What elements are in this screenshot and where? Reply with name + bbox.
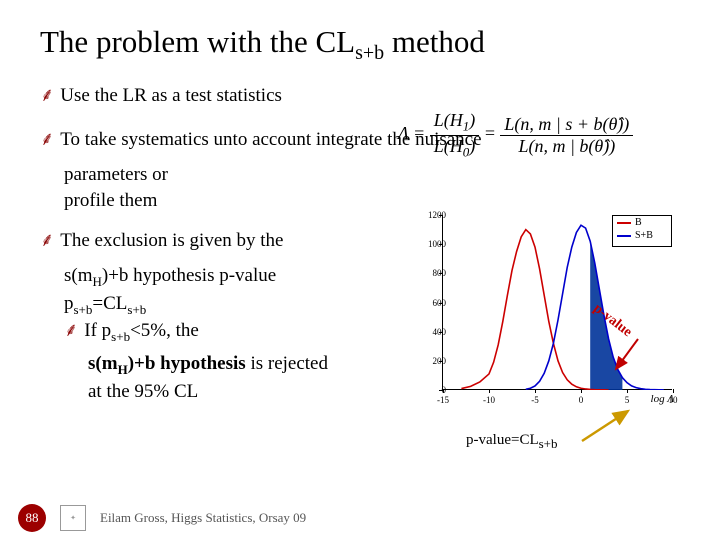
title-sub: s+b (355, 42, 384, 64)
bullet-icon: ⸙ (40, 83, 54, 109)
slide-footer: 88 ✦ Eilam Gross, Higgs Statistics, Orsa… (0, 504, 720, 532)
slide-title: The problem with the CLs+b method (40, 24, 680, 65)
bullet-1: ⸙ Use the LR as a test statistics (40, 83, 680, 109)
title-post: method (384, 24, 485, 59)
caption-arrow-icon (578, 405, 638, 445)
title-pre: The problem with the CL (40, 24, 355, 59)
bullet-4-text: If ps+b<5%, the (84, 318, 199, 345)
bullet-1-text: Use the LR as a test statistics (60, 83, 680, 109)
bullet-icon: ⸙ (64, 318, 78, 345)
bullet-4-line2: at the 95% CL (88, 379, 400, 405)
formula-frac2: L(n, m | s + b(θ̂)) L(n, m | b(θ̂)) (500, 114, 633, 157)
page-number-badge: 88 (18, 504, 46, 532)
slide-root: The problem with the CLs+b method ⸙ Use … (0, 0, 720, 540)
bullet-3-text: The exclusion is given by the (60, 228, 400, 254)
bullet-icon: ⸙ (40, 228, 54, 254)
chart-legend: B S+B (612, 215, 672, 247)
formula-block: Λ = L(H1) L(H0) = L(n, m | s + b(θ̂)) L(… (398, 110, 688, 160)
formula-frac1: L(H1) L(H0) (430, 110, 480, 160)
bullet-3: ⸙ The exclusion is given by the (40, 228, 400, 254)
legend-item-b: B (613, 216, 671, 229)
legend-item-sb: S+B (613, 229, 671, 242)
bullet-icon: ⸙ (40, 127, 54, 153)
bullet-4: ⸙ If ps+b<5%, the (64, 318, 400, 345)
distribution-chart: B S+B log Λ -15-10-50510 p-value 0200400… (412, 205, 680, 417)
formula-lhs: Λ (398, 123, 409, 143)
bullet-3-line1: s(mH)+b hypothesis p-value (64, 263, 400, 290)
bullet-4-line1: s(mH)+b hypothesis is rejected (88, 351, 400, 378)
bullet-2-cont: parameters or profile them (64, 162, 424, 213)
footer-credit: Eilam Gross, Higgs Statistics, Orsay 09 (100, 510, 306, 526)
logo-icon: ✦ (60, 505, 86, 531)
pvalue-caption: p-value=CLs+b (466, 432, 558, 452)
pvalue-arrow-icon (610, 335, 644, 375)
bullet-3-line2: ps+b=CLs+b (64, 291, 400, 318)
